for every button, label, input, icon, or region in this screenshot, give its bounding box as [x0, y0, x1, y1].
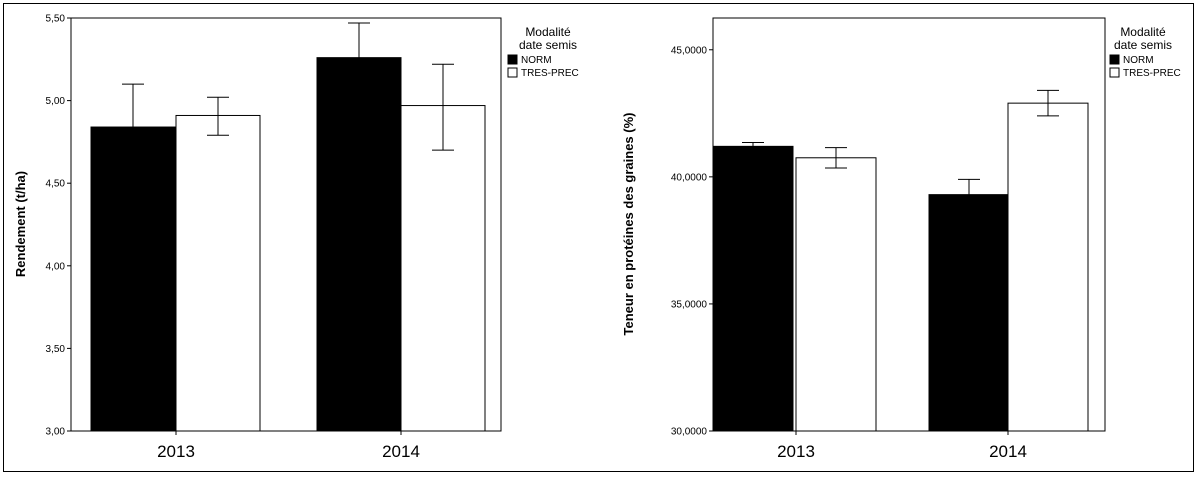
- legend-item-norm: NORM: [521, 55, 552, 66]
- bar-norm-2013: [712, 145, 794, 432]
- y-tick-label: 35,0000: [671, 299, 708, 310]
- y-tick-label: 4,00: [46, 261, 66, 272]
- legend-title: Modalité: [525, 25, 571, 39]
- y-tick-label: 4,50: [46, 179, 66, 190]
- legend-swatch-norm: [1109, 54, 1120, 65]
- bar-tres-prec-2014: [1007, 102, 1089, 432]
- y-axis-label: Teneur en protéines des graines (%): [621, 113, 636, 336]
- legend-title: Modalité: [1120, 25, 1166, 39]
- x-tick-label: 2013: [157, 442, 195, 461]
- x-tick-label: 2013: [777, 442, 815, 461]
- bar-tres-prec-2013: [795, 157, 877, 432]
- legend-title: date semis: [1114, 38, 1172, 52]
- bar-tres-prec-2013: [175, 114, 261, 432]
- y-tick-label: 45,0000: [671, 45, 708, 56]
- plot-area: [70, 17, 502, 432]
- figure-frame: [3, 3, 1194, 472]
- y-tick-label: 30,0000: [671, 427, 708, 438]
- legend-item-tres-prec: TRES-PREC: [521, 68, 579, 79]
- y-axis-label: Rendement (t/ha): [13, 171, 28, 277]
- legend-swatch-norm: [507, 54, 518, 65]
- y-tick-label: 3,00: [46, 427, 66, 438]
- legend-swatch-tres-prec: [1109, 67, 1120, 78]
- legend-swatch-tres-prec: [507, 67, 518, 78]
- bar-tres-prec-2014: [400, 105, 486, 432]
- legend-item-norm: NORM: [1123, 55, 1154, 66]
- x-tick-label: 2014: [989, 442, 1027, 461]
- y-tick-label: 3,50: [46, 344, 66, 355]
- x-tick-label: 2014: [382, 442, 420, 461]
- legend-item-tres-prec: TRES-PREC: [1123, 68, 1181, 79]
- legend-title: date semis: [519, 38, 577, 52]
- y-tick-label: 5,00: [46, 96, 66, 107]
- y-tick-label: 40,0000: [671, 172, 708, 183]
- chart-panel-2: 30,0000 35,0000 40,0000 45,0000 Teneur en pr…: [621, 17, 1181, 461]
- bar-norm-2014: [928, 194, 1010, 432]
- chart-panel-1: 3,00 3,50 4,00 4,50 5,00 5,50 Rendement (t/ha)…: [13, 14, 579, 462]
- y-tick-label: 5,50: [46, 14, 66, 25]
